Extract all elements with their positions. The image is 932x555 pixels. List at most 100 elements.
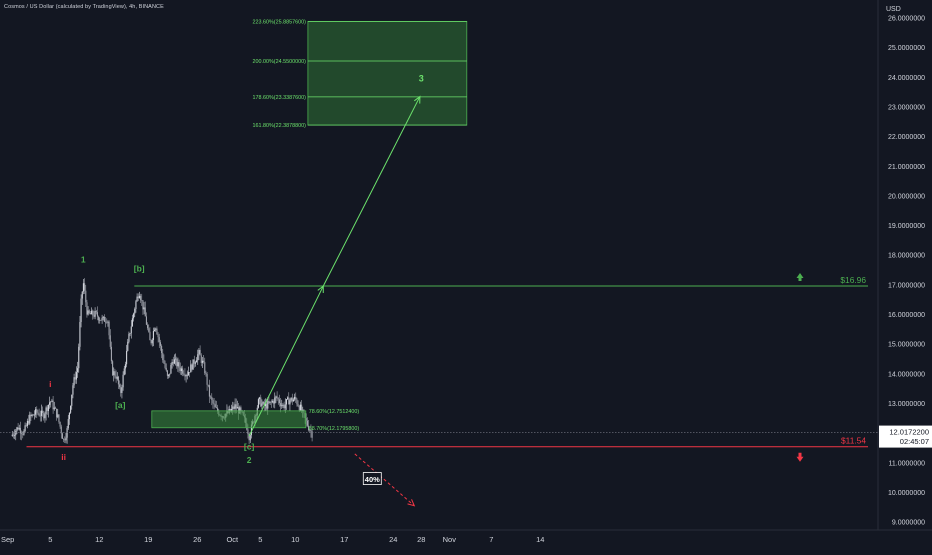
candle-body-74 bbox=[98, 316, 100, 321]
candle-body-61 bbox=[82, 283, 84, 292]
candle-body-169 bbox=[208, 385, 210, 397]
candle-body-56 bbox=[77, 368, 79, 373]
candle-body-141 bbox=[176, 358, 178, 367]
candle-body-143 bbox=[178, 362, 180, 368]
candle-body-45 bbox=[64, 439, 66, 441]
price-axis[interactable] bbox=[878, 0, 932, 550]
candle-body-102 bbox=[130, 326, 132, 334]
candle-body-172 bbox=[212, 399, 214, 404]
candle-body-85 bbox=[110, 346, 112, 362]
candle-body-257 bbox=[311, 431, 313, 438]
candle-body-246 bbox=[298, 406, 300, 411]
candle-body-135 bbox=[169, 373, 171, 375]
target-zone-label-2: 178.60%(23.3387600) bbox=[253, 95, 307, 101]
candle-body-235 bbox=[285, 399, 287, 405]
candle-body-203 bbox=[248, 434, 250, 441]
candle-body-121 bbox=[152, 331, 154, 340]
candle-body-53 bbox=[73, 377, 75, 386]
candle-body-248 bbox=[301, 404, 303, 412]
projection-arrow-to-wave-3[interactable] bbox=[322, 96, 421, 287]
candle-body-140 bbox=[175, 358, 177, 360]
candle-body-4 bbox=[16, 427, 18, 431]
candle-body-89 bbox=[115, 376, 117, 379]
candle-body-15 bbox=[29, 414, 31, 424]
candle-body-231 bbox=[281, 405, 283, 407]
candle-body-2 bbox=[14, 435, 16, 436]
wave-label-1: [b] bbox=[134, 264, 145, 274]
candle-body-22 bbox=[37, 412, 39, 414]
candle-body-84 bbox=[109, 335, 111, 347]
candle-body-7 bbox=[19, 427, 21, 434]
time-axis[interactable] bbox=[0, 530, 932, 550]
candle-body-255 bbox=[309, 430, 311, 431]
x-tick-label-3: 19 bbox=[144, 535, 152, 544]
percent-box bbox=[362, 472, 382, 485]
candle-body-155 bbox=[192, 359, 194, 370]
support-price-label: $11.54 bbox=[841, 436, 866, 446]
candle-body-241 bbox=[292, 399, 294, 402]
candle-body-47 bbox=[66, 428, 68, 438]
candle-body-142 bbox=[177, 362, 179, 367]
candle-body-232 bbox=[282, 404, 284, 406]
target-zone-label-3: 161.80%(22.3878800) bbox=[253, 123, 307, 129]
candle-body-103 bbox=[131, 318, 133, 327]
candle-body-34 bbox=[51, 400, 53, 402]
candle-body-120 bbox=[151, 339, 153, 344]
y-tick-label-5: 14.0000000 bbox=[888, 371, 925, 378]
candle-body-162 bbox=[200, 355, 202, 363]
candle-body-118 bbox=[149, 331, 151, 341]
candle-body-81 bbox=[106, 321, 108, 323]
candle-body-9 bbox=[22, 434, 24, 435]
candle-body-79 bbox=[103, 316, 105, 322]
x-tick-label-8: 17 bbox=[340, 535, 348, 544]
candle-body-12 bbox=[25, 425, 27, 427]
candle-body-242 bbox=[294, 396, 296, 400]
projection-arrow-to-16.96[interactable] bbox=[248, 285, 324, 437]
wave-label-6: 2 bbox=[247, 455, 252, 465]
candle-body-222 bbox=[270, 401, 272, 403]
candle-body-72 bbox=[95, 311, 97, 313]
candle-body-256 bbox=[310, 430, 312, 432]
candle-body-123 bbox=[155, 328, 157, 330]
candle-body-108 bbox=[137, 296, 139, 299]
candle-body-159 bbox=[197, 354, 199, 361]
candle-body-48 bbox=[67, 419, 69, 429]
y-tick-label-9: 18.0000000 bbox=[888, 253, 925, 260]
candle-body-91 bbox=[117, 376, 119, 385]
y-tick-label-2: 11.0000000 bbox=[889, 460, 926, 467]
candle-body-192 bbox=[235, 404, 237, 409]
candle-body-14 bbox=[28, 420, 30, 424]
y-tick-label-15: 24.0000000 bbox=[888, 75, 925, 82]
candle-body-132 bbox=[165, 367, 167, 371]
candle-body-167 bbox=[206, 374, 208, 385]
candle-body-218 bbox=[266, 403, 268, 409]
y-tick-label-13: 22.0000000 bbox=[888, 134, 925, 141]
candle-body-126 bbox=[158, 337, 160, 343]
x-tick-label-4: 26 bbox=[193, 535, 201, 544]
candle-body-5 bbox=[17, 427, 19, 430]
y-tick-label-7: 16.0000000 bbox=[888, 312, 925, 319]
annotation-percent: 40% bbox=[365, 475, 380, 484]
candle-body-237 bbox=[288, 397, 290, 405]
candle-body-170 bbox=[210, 396, 212, 398]
retracement-zone-label-1: 88.70%(12.1795800) bbox=[309, 426, 360, 432]
candle-body-106 bbox=[135, 301, 137, 309]
candle-body-11 bbox=[24, 425, 26, 432]
candle-body-80 bbox=[105, 321, 107, 323]
candle-body-174 bbox=[214, 404, 216, 408]
candle-body-137 bbox=[171, 361, 173, 366]
wave-label-3: i bbox=[49, 379, 51, 389]
candle-body-194 bbox=[238, 407, 240, 414]
bearish-scenario-arrow[interactable] bbox=[354, 453, 415, 507]
candle-body-144 bbox=[179, 367, 181, 372]
target-zone[interactable] bbox=[307, 20, 468, 126]
candle-body-36 bbox=[53, 407, 55, 410]
candle-body-101 bbox=[129, 333, 131, 334]
candle-body-24 bbox=[39, 415, 41, 417]
candle-body-196 bbox=[240, 407, 242, 411]
retracement-zone[interactable] bbox=[151, 410, 307, 429]
resistance-price-label: $16.96 bbox=[840, 275, 866, 285]
candle-body-82 bbox=[107, 321, 109, 323]
